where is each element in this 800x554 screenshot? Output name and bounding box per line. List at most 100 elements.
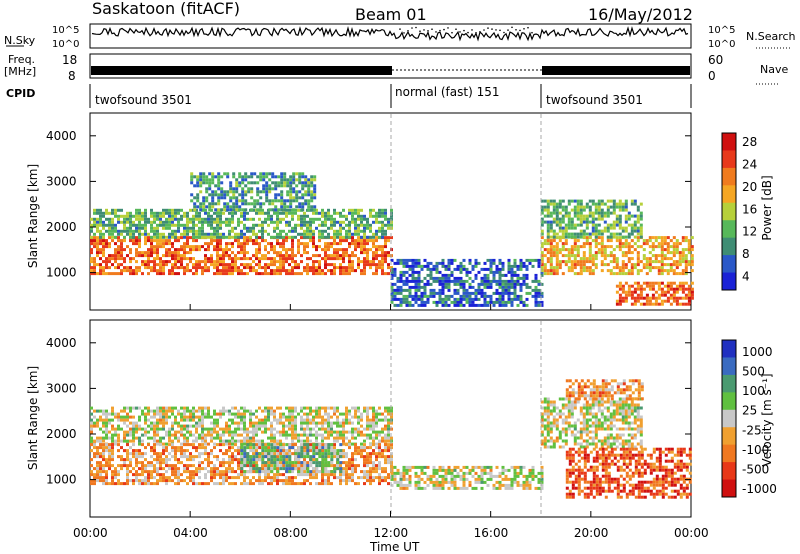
heatmap-cell: [132, 430, 135, 434]
heatmap-cell: [159, 242, 162, 246]
heatmap-cell: [690, 290, 694, 294]
heatmap-cell: [117, 248, 120, 252]
heatmap-cell: [291, 235, 294, 239]
heatmap-cell: [220, 190, 224, 194]
heatmap-cell: [307, 205, 311, 209]
heatmap-cell: [579, 205, 583, 209]
heatmap-cell: [291, 452, 294, 456]
heatmap-cell: [324, 266, 327, 270]
heatmap-cell: [615, 205, 619, 209]
heatmap-cell: [666, 272, 670, 276]
heatmap-cell: [93, 220, 96, 224]
heatmap-cell: [624, 272, 628, 276]
heatmap-cell: [217, 193, 221, 197]
heatmap-cell: [582, 251, 586, 255]
heatmap-cell: [552, 245, 556, 249]
heatmap-cell: [126, 482, 129, 486]
heatmap-cell: [549, 257, 553, 261]
heatmap-cell: [279, 461, 282, 465]
heatmap-cell: [279, 217, 282, 221]
heatmap-cell: [153, 412, 156, 416]
heatmap-cell: [471, 291, 475, 295]
heatmap-cell: [144, 482, 147, 486]
heatmap-cell: [612, 232, 616, 236]
heatmap-cell: [336, 229, 339, 233]
heatmap-cell: [255, 415, 258, 419]
heatmap-cell: [345, 467, 348, 471]
heatmap-cell: [339, 412, 342, 416]
heatmap-cell: [543, 248, 547, 252]
heatmap-cell: [597, 232, 601, 236]
heatmap-cell: [279, 266, 282, 270]
heatmap-cell: [141, 409, 144, 413]
heatmap-cell: [295, 196, 299, 200]
heatmap-cell: [261, 235, 264, 239]
heatmap-cell: [108, 455, 111, 459]
heatmap-cell: [288, 424, 291, 428]
heatmap-cell: [186, 220, 189, 224]
heatmap-cell: [552, 232, 556, 236]
heatmap-cell: [459, 270, 463, 274]
heatmap-cell: [229, 181, 233, 185]
heatmap-cell: [216, 248, 219, 252]
heatmap-cell: [168, 430, 171, 434]
heatmap-cell: [183, 443, 186, 447]
heatmap-cell: [217, 175, 221, 179]
heatmap-cell: [495, 291, 499, 295]
heatmap-cell: [420, 297, 424, 301]
heatmap-cell: [276, 226, 279, 230]
heatmap-cell: [228, 442, 231, 446]
heatmap-cell: [411, 279, 415, 283]
nsearch-point: [403, 32, 405, 34]
heatmap-cell: [432, 288, 436, 292]
heatmap-cell: [102, 226, 105, 230]
heatmap-cell: [549, 239, 553, 243]
heatmap-cell: [549, 260, 553, 264]
heatmap-cell: [642, 281, 646, 285]
heatmap-cell: [606, 223, 610, 227]
heatmap-cell: [135, 436, 138, 440]
heatmap-cell: [150, 455, 153, 459]
heatmap-cell: [612, 257, 616, 261]
heatmap-cell: [222, 235, 225, 239]
heatmap-cell: [642, 257, 646, 261]
heatmap-cell: [165, 479, 168, 483]
heatmap-cell: [588, 199, 592, 203]
heatmap-cell: [262, 190, 266, 194]
heatmap-cell: [220, 193, 224, 197]
heatmap-cell: [201, 430, 204, 434]
heatmap-cell: [333, 239, 336, 243]
heatmap-cell: [435, 303, 439, 307]
heatmap-cell: [192, 235, 195, 239]
heatmap-cell: [132, 439, 135, 443]
heatmap-cell: [345, 217, 348, 221]
heatmap-cell: [390, 208, 393, 212]
heatmap-cell: [333, 430, 336, 434]
heatmap-cell: [171, 479, 174, 483]
heatmap-cell: [657, 266, 661, 270]
heatmap-cell: [480, 279, 484, 283]
heatmap-cell: [603, 220, 607, 224]
heatmap-cell: [294, 208, 297, 212]
heatmap-cell: [153, 433, 156, 437]
heatmap-cell: [597, 248, 601, 252]
heatmap-cell: [363, 263, 366, 267]
heatmap-cell: [345, 452, 348, 456]
heatmap-cell: [159, 239, 162, 243]
heatmap-cell: [309, 232, 312, 236]
heatmap-cell: [414, 258, 418, 262]
heatmap-cell: [228, 269, 231, 273]
heatmap-cell: [561, 199, 565, 203]
heatmap-cell: [684, 296, 688, 300]
heatmap-cell: [645, 281, 649, 285]
heatmap-cell: [165, 461, 168, 465]
heatmap-cell: [310, 205, 314, 209]
heatmap-cell: [306, 257, 309, 261]
heatmap-cell: [264, 217, 267, 221]
heatmap-cell: [147, 232, 150, 236]
heatmap-cell: [576, 245, 580, 249]
heatmap-cell: [280, 178, 284, 182]
heatmap-cell: [309, 439, 312, 443]
heatmap-cell: [285, 211, 288, 215]
heatmap-cell: [390, 266, 393, 270]
